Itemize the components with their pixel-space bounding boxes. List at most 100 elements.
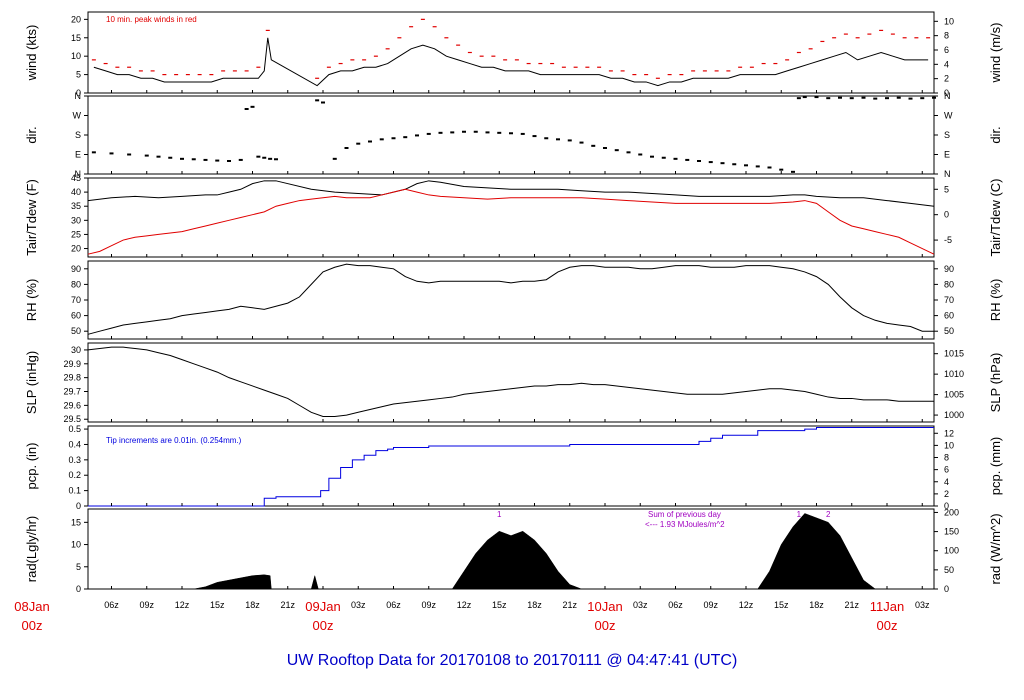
y-right-tick-label: 0 <box>944 584 949 594</box>
direction-point <box>332 157 337 160</box>
direction-point <box>520 132 525 135</box>
y-right-tick-label: W <box>944 111 953 121</box>
y-right-tick-label: N <box>944 169 951 179</box>
x-date-suffix: 00z <box>877 618 898 633</box>
y-tick-label: 10 <box>71 51 81 61</box>
panel-frame <box>87 177 935 258</box>
direction-point <box>626 151 631 154</box>
direction-point <box>250 105 255 108</box>
direction-point <box>791 170 795 173</box>
direction-point <box>591 144 596 147</box>
y-tick-label: 35 <box>71 201 81 211</box>
x-date-label: 09Jan <box>305 599 340 614</box>
x-tick-label: 06z <box>386 600 401 610</box>
panel-frame <box>87 11 935 94</box>
x-date-suffix: 00z <box>595 618 616 633</box>
direction-point <box>708 161 713 164</box>
direction-point <box>462 130 466 133</box>
y-tick-label: N <box>75 169 82 179</box>
tip-increment-note: Tip increments are 0.01in. (0.254mm.) <box>106 436 242 445</box>
y-tick-label: 15 <box>71 517 81 527</box>
y-axis-label-right: wind (m/s) <box>988 23 1003 84</box>
y-right-tick-label: -5 <box>944 235 952 245</box>
direction-point <box>697 160 701 162</box>
direction-point <box>544 137 549 140</box>
panel-temp: 20 25 30 35 40 45 -5 0 5 Tair/Tdew (F) Tair/Tdew (… <box>24 173 1003 258</box>
y-tick-label: 0 <box>76 88 81 98</box>
y-tick-label: W <box>73 111 82 121</box>
y-tick-label: 30 <box>71 345 81 355</box>
y-right-tick-label: 0 <box>944 210 949 220</box>
direction-point <box>603 147 607 149</box>
direction-point <box>885 97 889 100</box>
x-tick-label: 18z <box>527 600 542 610</box>
x-tick-label: 21z <box>562 600 577 610</box>
tdew-line <box>87 188 935 255</box>
direction-point <box>556 138 560 141</box>
x-date-suffix: 00z <box>313 618 334 633</box>
direction-point <box>614 149 619 152</box>
direction-point <box>191 158 196 161</box>
y-tick-label: 0.2 <box>68 470 81 480</box>
x-tick-label: 18z <box>245 600 260 610</box>
direction-point <box>426 132 431 135</box>
y-tick-label: 25 <box>71 229 81 239</box>
direction-point <box>838 96 842 99</box>
x-tick-label: 03z <box>351 600 366 610</box>
direction-point <box>932 96 936 99</box>
x-tick-label: 15z <box>774 600 789 610</box>
direction-point <box>91 151 96 154</box>
direction-point <box>368 140 372 143</box>
direction-point <box>767 166 772 169</box>
direction-point <box>509 132 513 135</box>
y-right-tick-label: 50 <box>944 565 954 575</box>
y-tick-label: 60 <box>71 311 81 321</box>
y-right-tick-label: 150 <box>944 527 959 537</box>
direction-point <box>450 131 455 134</box>
rad-marker: 2 <box>826 510 831 519</box>
y-tick-label: 0 <box>76 584 81 594</box>
direction-point <box>849 97 854 100</box>
rh-line <box>87 263 934 335</box>
y-right-tick-label: 10 <box>944 16 954 26</box>
y-axis-label: rad(Lgly/hr) <box>24 516 39 582</box>
y-tick-label: 5 <box>76 562 81 572</box>
y-right-tick-label: 1000 <box>944 410 964 420</box>
panel-frame <box>87 425 935 507</box>
direction-point <box>802 96 807 99</box>
direction-point <box>415 134 419 137</box>
y-axis-label-right: Tair/Tdew (C) <box>988 178 1003 256</box>
y-right-tick-label: 0 <box>944 501 949 511</box>
x-tick-label: 06z <box>668 600 683 610</box>
y-tick-label: N <box>75 91 82 101</box>
direction-point <box>638 153 643 156</box>
y-right-tick-label: 6 <box>944 45 949 55</box>
x-tick-label: 15z <box>210 600 225 610</box>
direction-point <box>685 158 690 161</box>
y-right-tick-label: 2 <box>944 74 949 84</box>
y-tick-label: 0.3 <box>68 455 81 465</box>
y-right-tick-label: 4 <box>944 477 949 487</box>
direction-point <box>168 156 173 159</box>
x-tick-label: 06z <box>104 600 119 610</box>
x-tick-label: 03z <box>633 600 648 610</box>
direction-point <box>244 108 249 110</box>
y-tick-label: 30 <box>71 215 81 225</box>
y-right-tick-label: 5 <box>944 184 949 194</box>
direction-point <box>256 155 261 158</box>
rad-marker: 1 <box>797 510 802 519</box>
direction-point <box>755 165 760 168</box>
panel-frame <box>87 95 935 175</box>
direction-point <box>896 96 901 99</box>
y-right-tick-label: 6 <box>944 465 949 475</box>
direction-point <box>826 97 831 100</box>
direction-point <box>661 156 666 159</box>
direction-point <box>109 152 114 155</box>
y-right-tick-label: 8 <box>944 453 949 463</box>
y-tick-label: 90 <box>71 264 81 274</box>
y-axis-label: Tair/Tdew (F) <box>24 179 39 256</box>
y-tick-label: 10 <box>71 540 81 550</box>
y-axis-label: RH (%) <box>24 279 39 322</box>
direction-point <box>391 137 396 140</box>
